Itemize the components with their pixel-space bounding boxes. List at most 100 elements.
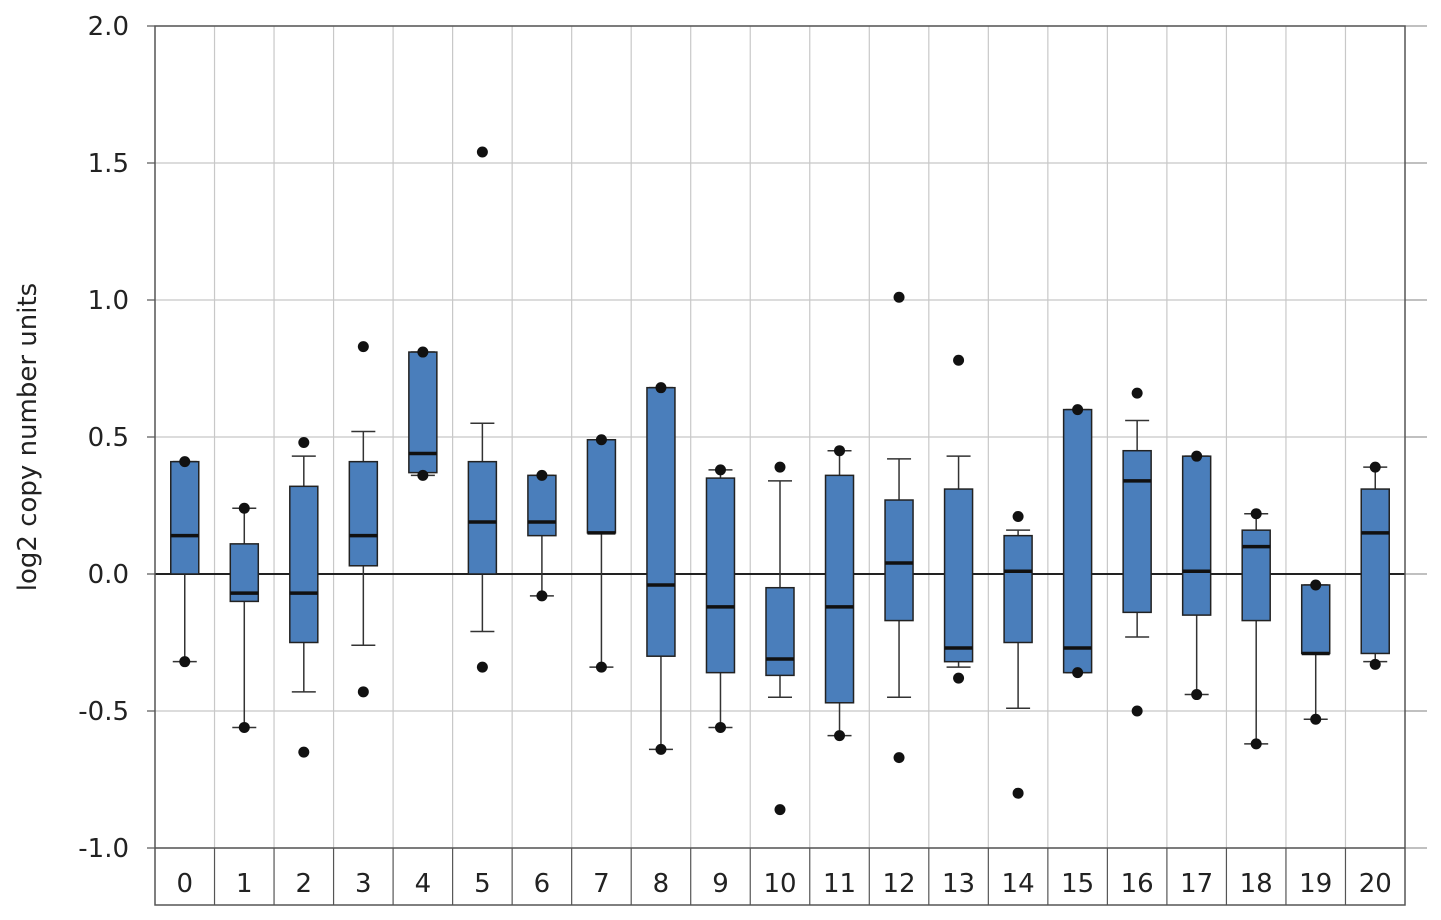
box-20 [1360, 461, 1390, 670]
outlier-point [238, 721, 250, 733]
y-axis-label: log2 copy number units [13, 283, 43, 591]
box-10 [765, 461, 795, 816]
x-tick-label: 9 [712, 869, 729, 899]
outlier-point [179, 656, 191, 668]
box-1 [229, 502, 260, 733]
outlier-point [238, 502, 250, 514]
box-iqr [765, 586, 795, 677]
box-iqr [1122, 449, 1152, 614]
x-tick-label: 14 [1002, 869, 1035, 899]
outlier-point [417, 346, 429, 358]
x-tick-label: 0 [176, 869, 193, 899]
box-iqr [884, 499, 914, 622]
x-tick-label: 4 [415, 869, 432, 899]
x-tick-label: 20 [1359, 869, 1392, 899]
y-tick-label: 1.0 [88, 286, 129, 316]
outlier-point [476, 146, 488, 158]
x-tick-label: 2 [296, 869, 313, 899]
outlier-point [774, 804, 786, 816]
box-16 [1122, 387, 1152, 717]
outlier-point [179, 456, 191, 468]
box-iqr [943, 488, 974, 663]
x-tick-label: 7 [593, 869, 610, 899]
box-iqr [586, 438, 617, 534]
box-iqr [824, 474, 855, 704]
outlier-point [1072, 667, 1084, 679]
box-iqr [289, 485, 319, 644]
box-2 [289, 436, 319, 758]
outlier-point [357, 686, 369, 698]
outlier-point [595, 434, 607, 446]
grid-lines [155, 25, 1405, 849]
x-tick-label: 11 [823, 869, 856, 899]
outlier-point [1131, 705, 1143, 717]
outlier-point [1012, 787, 1024, 799]
outlier-point [714, 721, 726, 733]
y-axis: 2.0 1.5 1.0 0.5 0.0 -0.5 -1.0 [78, 12, 1427, 864]
outlier-point [714, 464, 726, 476]
box-18 [1241, 508, 1271, 750]
x-tick-label: 12 [883, 869, 916, 899]
box-3 [348, 341, 379, 698]
outlier-point [1250, 508, 1262, 520]
outlier-point [1369, 658, 1381, 670]
y-tick-label: 0.5 [88, 423, 129, 453]
outlier-point [834, 445, 846, 457]
box-iqr [348, 460, 379, 567]
box-8 [646, 382, 676, 755]
box-12 [884, 291, 914, 764]
x-tick-label: 19 [1299, 869, 1332, 899]
box-6 [527, 469, 557, 602]
boxes [155, 146, 1405, 816]
box-7 [586, 434, 617, 673]
box-iqr [527, 474, 557, 537]
y-tick-label: -1.0 [78, 834, 129, 864]
box-iqr [1003, 534, 1033, 644]
outlier-point [1131, 387, 1143, 399]
x-tick-label: 3 [355, 869, 372, 899]
box-iqr [1181, 455, 1212, 616]
outlier-point [1012, 510, 1024, 522]
y-tick-label: 0.0 [88, 560, 129, 590]
outlier-point [595, 661, 607, 673]
outlier-point [893, 291, 905, 303]
box-9 [705, 464, 736, 733]
box-14 [1003, 510, 1033, 799]
outlier-point [1250, 738, 1262, 750]
box-iqr [1062, 408, 1093, 674]
y-tick-label: -0.5 [78, 697, 129, 727]
box-11 [824, 445, 855, 742]
x-tick-label: 8 [653, 869, 670, 899]
outlier-point [1310, 579, 1322, 591]
x-tick-label: 5 [474, 869, 491, 899]
x-tick-label: 1 [236, 869, 253, 899]
outlier-point [1310, 713, 1322, 725]
box-17 [1181, 450, 1212, 701]
outlier-point [1369, 461, 1381, 473]
box-iqr [1300, 584, 1331, 655]
box-15 [1062, 404, 1093, 679]
outlier-point [357, 341, 369, 353]
box-0 [170, 456, 200, 668]
outlier-point [893, 752, 905, 764]
box-13 [943, 354, 974, 684]
plot-frame [154, 25, 1406, 906]
box-iqr [705, 477, 736, 674]
box-5 [467, 146, 498, 673]
y-tick-label: 2.0 [88, 12, 129, 42]
outlier-point [1191, 689, 1203, 701]
outlier-point [774, 461, 786, 473]
outlier-point [834, 730, 846, 742]
x-axis: 0 1 2 3 4 5 6 7 8 9 10 11 12 13 14 15 16 17 18 19 20 [155, 847, 1405, 905]
y-tick-label: 1.5 [88, 149, 129, 179]
outlier-point [655, 743, 667, 755]
box-4 [408, 346, 438, 481]
outlier-point [953, 672, 965, 684]
x-tick-label: 10 [763, 869, 796, 899]
outlier-point [298, 746, 310, 758]
x-tick-label: 16 [1121, 869, 1154, 899]
outlier-point [298, 436, 310, 448]
outlier-point [1072, 404, 1084, 416]
x-tick-label: 15 [1061, 869, 1094, 899]
